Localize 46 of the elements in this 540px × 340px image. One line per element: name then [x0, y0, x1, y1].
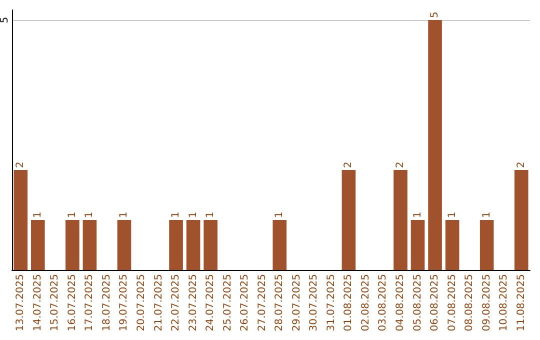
x-tick-label: 08.08.2025: [464, 274, 476, 332]
data-label: 1: [32, 212, 44, 218]
x-tick-label: 02.08.2025: [360, 274, 372, 332]
x-tick-label: 20.07.2025: [136, 274, 147, 332]
x-tick-label: 14.07.2025: [32, 274, 44, 332]
x-tick-label: 28.07.2025: [274, 274, 286, 332]
data-label: 1: [170, 212, 182, 218]
x-tick-label: 06.08.2025: [430, 274, 441, 332]
x-tick-label: 05.08.2025: [412, 274, 424, 332]
x-tick-label: 22.07.2025: [170, 274, 182, 332]
x-tick-label: 30.07.2025: [308, 274, 320, 332]
data-label: 1: [446, 212, 458, 218]
x-tick-label: 25.07.2025: [222, 274, 234, 332]
x-tick-label: 27.07.2025: [256, 274, 268, 332]
data-label: 5: [430, 12, 441, 18]
x-tick-label: 01.08.2025: [343, 274, 354, 332]
x-tick-label: 09.08.2025: [481, 274, 492, 332]
x-tick-label: 07.08.2025: [446, 274, 458, 332]
data-label: 1: [205, 212, 216, 218]
data-label: 1: [412, 212, 424, 218]
data-label: 1: [274, 212, 286, 218]
x-tick-label: 11.08.2025: [516, 274, 527, 332]
data-label: 1: [188, 212, 199, 218]
data-label: 2: [395, 162, 406, 168]
data-label: 1: [66, 212, 78, 218]
x-tick-label: 15.07.2025: [50, 274, 61, 332]
x-tick-label: 04.08.2025: [395, 274, 406, 332]
data-label: 1: [118, 212, 130, 218]
x-tick-label: 13.07.2025: [15, 274, 26, 332]
x-tick-label: 31.07.2025: [326, 274, 337, 332]
data-label: 1: [84, 212, 96, 218]
x-tick-label: 24.07.2025: [205, 274, 216, 332]
x-tick-label: 29.07.2025: [291, 274, 302, 332]
data-label: 2: [15, 162, 26, 168]
x-tick-label: 23.07.2025: [188, 274, 199, 332]
data-label: 2: [516, 162, 527, 168]
x-tick-label: 18.07.2025: [101, 274, 112, 332]
x-tick-label: 16.07.2025: [66, 274, 78, 332]
x-tick-label: 19.07.2025: [118, 274, 130, 332]
x-tick-label: 10.08.2025: [498, 274, 510, 332]
x-tick-label: 26.07.2025: [240, 274, 251, 332]
data-label: 1: [481, 212, 492, 218]
x-tick-label: 17.07.2025: [84, 274, 96, 332]
x-tick-label: 21.07.2025: [153, 274, 164, 332]
x-tick-label: 03.08.2025: [378, 274, 389, 332]
data-label: 2: [343, 162, 354, 168]
